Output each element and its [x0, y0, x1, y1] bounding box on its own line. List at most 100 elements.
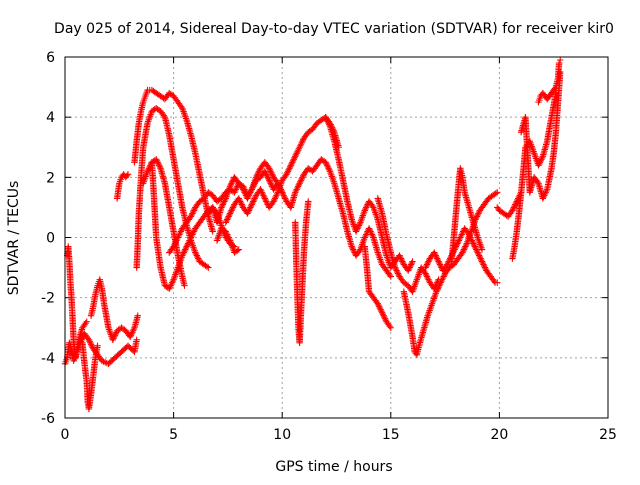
data-point — [480, 262, 488, 270]
data-point — [268, 181, 275, 189]
data-point — [423, 261, 431, 268]
data-point — [227, 208, 234, 216]
data-point — [368, 231, 376, 238]
data-point — [112, 330, 119, 337]
data-point — [236, 196, 243, 204]
data-point — [369, 232, 376, 240]
data-point — [323, 115, 330, 122]
data-point — [460, 247, 467, 255]
data-point — [155, 160, 162, 167]
series-trace-r — [374, 195, 442, 295]
data-point — [171, 241, 178, 249]
data-point — [438, 277, 445, 285]
data-point — [153, 156, 160, 163]
data-point — [536, 160, 543, 167]
data-point — [322, 113, 329, 121]
data-point — [297, 142, 304, 149]
data-point — [366, 226, 374, 234]
data-point — [509, 207, 516, 214]
y-tick-label: -2 — [41, 291, 55, 307]
data-point — [244, 195, 251, 202]
data-point — [268, 169, 275, 177]
data-point — [462, 243, 469, 250]
data-point — [262, 169, 269, 177]
data-point — [439, 276, 446, 283]
data-point — [399, 258, 406, 265]
data-point — [128, 330, 135, 337]
data-point — [378, 308, 385, 315]
data-point — [292, 151, 300, 158]
data-point — [284, 169, 291, 177]
data-point — [289, 159, 296, 166]
data-point — [422, 264, 429, 271]
data-point — [324, 118, 332, 125]
series-trace-x — [517, 68, 564, 202]
data-point — [355, 222, 363, 229]
data-point — [298, 139, 305, 146]
data-point — [189, 210, 196, 217]
data-point — [123, 172, 131, 180]
data-point — [473, 246, 480, 253]
data-point — [258, 189, 266, 196]
data-point — [237, 199, 245, 207]
data-point — [406, 264, 413, 271]
data-point — [241, 189, 248, 196]
data-point — [423, 271, 430, 279]
data-point — [177, 228, 185, 235]
data-point — [111, 332, 119, 339]
data-point — [492, 190, 499, 197]
data-point — [235, 246, 242, 253]
data-point — [237, 198, 244, 205]
data-point — [267, 180, 274, 187]
data-point — [174, 235, 181, 243]
data-point — [222, 228, 229, 235]
data-point — [246, 205, 253, 213]
data-point — [247, 202, 255, 210]
data-point — [94, 342, 101, 349]
data-point — [226, 183, 234, 190]
data-point — [260, 193, 268, 201]
data-point — [271, 196, 278, 204]
series-trace-p — [322, 113, 416, 274]
data-point — [376, 304, 384, 312]
data-point — [173, 237, 180, 244]
y-tick-label: 6 — [46, 50, 55, 66]
data-point — [293, 186, 300, 193]
data-point — [467, 234, 474, 241]
data-point — [298, 175, 305, 183]
series-trace-c — [79, 339, 101, 413]
data-point — [368, 229, 375, 237]
data-point — [85, 336, 93, 343]
data-point — [111, 333, 118, 340]
data-point — [299, 174, 306, 181]
data-point — [190, 207, 198, 214]
data-point — [431, 249, 438, 256]
data-point — [434, 285, 442, 292]
data-point — [557, 56, 564, 64]
data-point — [182, 244, 190, 252]
data-point — [437, 279, 444, 286]
data-point — [494, 189, 501, 196]
data-point — [369, 202, 376, 210]
data-point — [290, 156, 297, 163]
data-point — [432, 252, 439, 259]
data-point — [268, 171, 276, 178]
data-point — [235, 195, 242, 202]
data-point — [221, 198, 228, 205]
data-point — [190, 228, 198, 235]
data-point — [475, 252, 483, 259]
data-point — [179, 252, 186, 259]
series-trace-l — [222, 113, 342, 226]
data-point — [226, 211, 233, 219]
data-point — [473, 213, 481, 220]
data-point — [225, 213, 232, 220]
data-point — [289, 157, 297, 164]
data-point — [87, 341, 95, 348]
data-point — [394, 268, 401, 276]
data-point — [281, 195, 289, 202]
data-point — [223, 217, 230, 225]
data-point — [231, 189, 238, 196]
data-point — [176, 229, 184, 237]
data-point — [538, 154, 546, 161]
data-point — [424, 274, 431, 282]
